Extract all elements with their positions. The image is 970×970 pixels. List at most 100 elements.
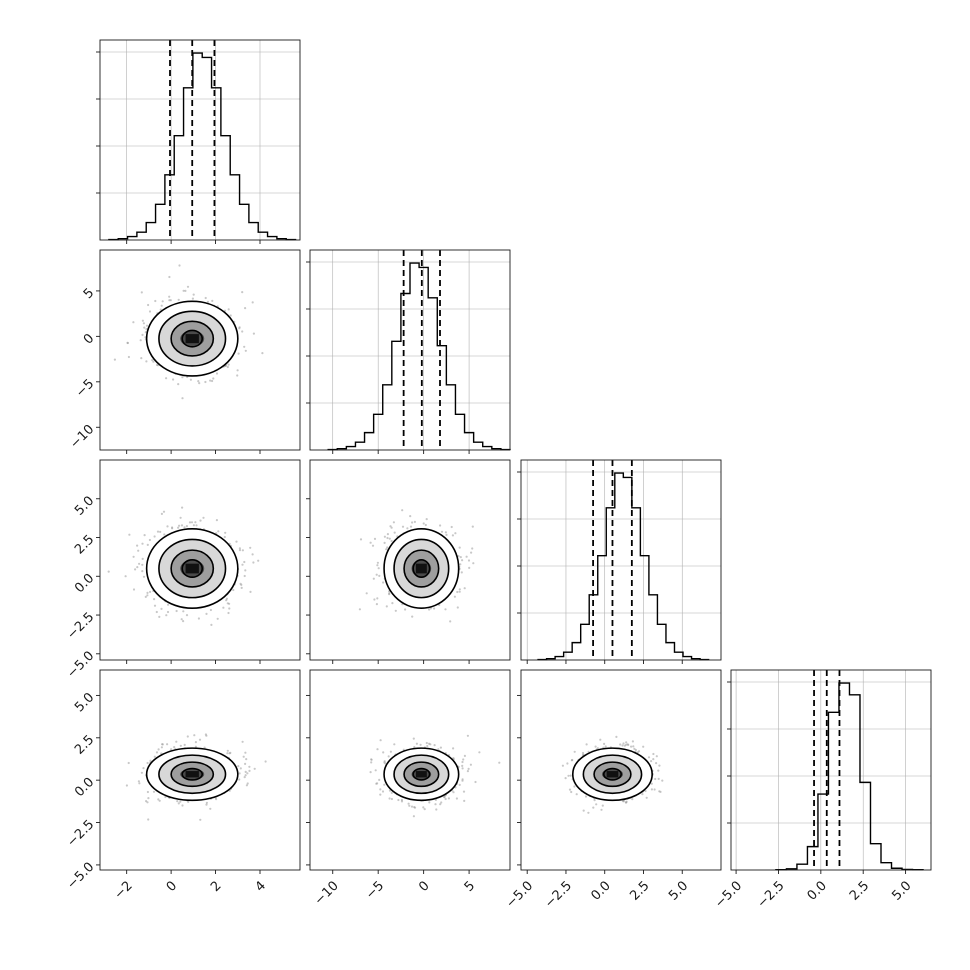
scatter-point [244, 569, 247, 572]
scatter-point [144, 595, 147, 599]
scatter-point [377, 567, 380, 570]
scatter-point [204, 296, 207, 300]
scatter-point [194, 741, 197, 744]
contour-2 [170, 320, 215, 357]
density-peak [185, 334, 199, 344]
scatter-point [168, 275, 171, 279]
scatter-point [358, 608, 361, 611]
scatter-point [138, 782, 141, 785]
scatter-point [245, 784, 248, 787]
scatter-point [225, 597, 228, 600]
scatter-point [370, 758, 373, 761]
panel-background [100, 40, 300, 240]
scatter-point [238, 547, 241, 550]
y-tick-label: −5 [73, 377, 97, 401]
scatter-point [153, 535, 156, 538]
scatter-point [566, 762, 569, 765]
scatter-point [253, 767, 256, 770]
scatter-point [456, 590, 459, 594]
scatter-point [140, 291, 143, 294]
scatter-point [365, 592, 368, 595]
scatter-point [498, 761, 501, 764]
scatter-point [397, 798, 400, 802]
scatter-point [204, 733, 207, 736]
scatter-point [632, 745, 635, 748]
scatter-point [217, 530, 220, 533]
y-tick-label: 0 [81, 331, 97, 347]
y-tick-label: 5.0 [72, 690, 97, 715]
scatter-point [198, 738, 202, 741]
scatter-point [154, 299, 157, 303]
scatter-point [458, 783, 461, 787]
scatter-point [375, 782, 378, 785]
scatter-point [142, 322, 145, 325]
scatter-point [173, 746, 176, 749]
scatter-point [630, 745, 633, 748]
scatter-point [458, 590, 461, 593]
scatter-point [241, 291, 244, 294]
scatter-point [455, 797, 458, 800]
scatter-point [151, 359, 154, 362]
histogram-bars [327, 262, 511, 451]
scatter-point [443, 796, 446, 799]
scatter-point [179, 744, 182, 747]
contour-3 [158, 310, 227, 367]
scatter-point [145, 324, 149, 327]
scatter-point [166, 525, 169, 528]
scatter-point [240, 586, 243, 590]
scatter-point [184, 289, 187, 292]
scatter-point [468, 566, 471, 570]
scatter-point [236, 374, 239, 377]
scatter-point [459, 556, 462, 559]
scatter-point [227, 308, 230, 311]
scatter-point [249, 590, 252, 594]
scatter-point [152, 360, 155, 363]
panel-frame [99, 39, 301, 241]
y-tick-label: 0.0 [72, 571, 97, 596]
scatter-point [604, 745, 607, 748]
scatter-point [137, 780, 140, 783]
scatter-point [440, 801, 443, 804]
scatter-point [161, 300, 164, 303]
scatter-point [587, 811, 590, 814]
scatter-point [160, 746, 163, 749]
scatter-point [463, 799, 466, 803]
scatter-point [132, 555, 135, 558]
scatter-point [575, 793, 578, 796]
scatter-panel-2-1 [96, 249, 301, 454]
scatter-point [447, 797, 450, 800]
scatter-point [244, 307, 247, 310]
scatter-point [179, 800, 182, 803]
scatter-point [652, 752, 655, 756]
scatter-point [244, 774, 247, 777]
panel-background [731, 670, 931, 870]
scatter-point [244, 762, 247, 766]
scatter-point [444, 608, 447, 611]
scatter-point [453, 595, 456, 598]
scatter-point [177, 383, 180, 386]
scatter-point [423, 808, 426, 811]
scatter-point [132, 588, 136, 591]
scatter-point [619, 743, 622, 746]
scatter-point [163, 533, 166, 536]
scatter-point [252, 561, 255, 564]
scatter-point [390, 791, 393, 795]
scatter-point [458, 588, 461, 591]
panel-frame [520, 459, 722, 661]
scatter-point [166, 743, 169, 746]
scatter-point [478, 751, 481, 754]
scatter-point [177, 802, 180, 805]
scatter-panel-4-3 [517, 669, 722, 874]
scatter-point [235, 540, 238, 543]
x-tick-label: 2.5 [847, 878, 872, 903]
scatter-point [359, 538, 363, 541]
scatter-point [652, 758, 655, 761]
scatter-point [127, 761, 130, 765]
scatter-point [113, 358, 116, 361]
scatter-point [459, 563, 462, 566]
scatter-point [581, 751, 585, 755]
scatter-point [252, 332, 255, 335]
scatter-point [185, 614, 189, 617]
x-tick-label: 5.0 [666, 878, 691, 903]
hist-panel-3 [517, 459, 722, 664]
